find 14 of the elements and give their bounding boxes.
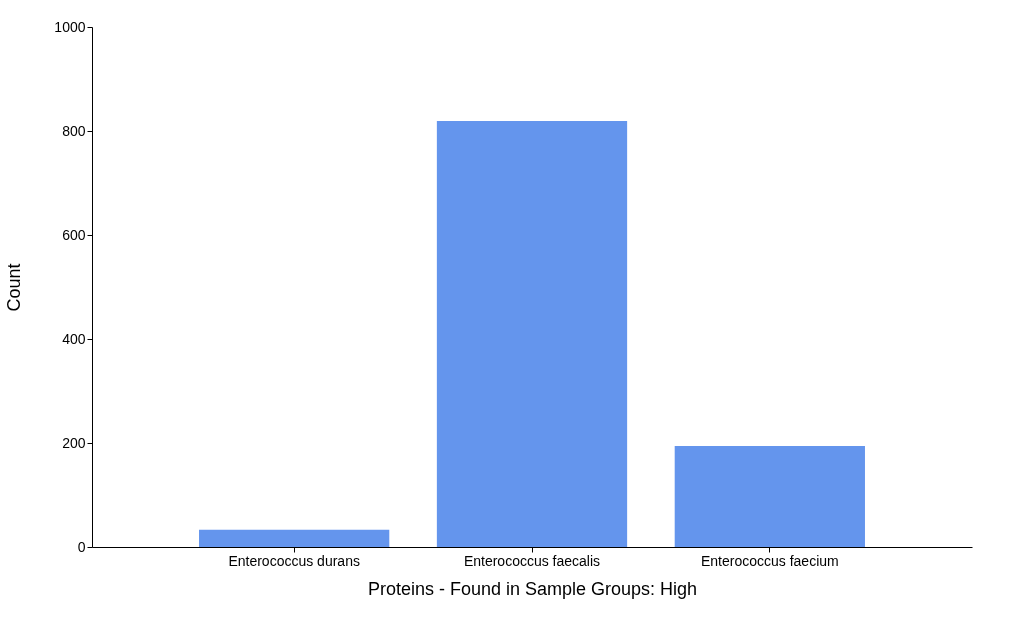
x-axis-title: Proteins - Found in Sample Groups: High bbox=[367, 578, 698, 599]
y-tick-label: 0 bbox=[77, 538, 86, 555]
x-tick-label: Enterococcus faecalis bbox=[463, 552, 601, 569]
bar bbox=[436, 121, 628, 547]
y-tick-label: 600 bbox=[62, 226, 86, 243]
x-tick-label: Enterococcus faecium bbox=[700, 552, 839, 569]
y-tick-label: 400 bbox=[62, 330, 86, 347]
y-axis-title: Count bbox=[4, 263, 25, 312]
y-tick-label: 800 bbox=[62, 122, 86, 139]
y-tick-label: 1000 bbox=[54, 18, 86, 35]
bar bbox=[674, 446, 865, 547]
x-tick-label: Enterococcus durans bbox=[228, 552, 360, 569]
bar bbox=[199, 529, 390, 547]
y-tick-label: 200 bbox=[62, 434, 86, 451]
